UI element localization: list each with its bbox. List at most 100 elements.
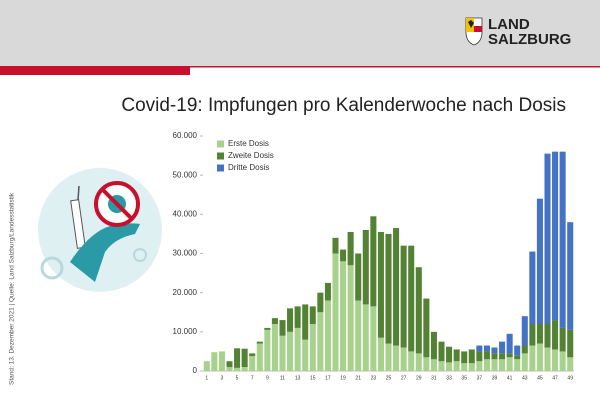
bar-segment [521, 353, 528, 371]
bar-segment [393, 345, 400, 371]
bar-segment [271, 318, 278, 324]
bar-segment [211, 352, 218, 371]
bar-segment [408, 245, 415, 352]
bar-segment [483, 345, 490, 352]
bar-segment [544, 153, 551, 324]
bar-segment [203, 361, 210, 371]
bar-segment [287, 331, 294, 371]
bar-segment [218, 351, 225, 371]
bar-segment [567, 357, 574, 371]
logo-line2: SALZBURG [488, 31, 571, 48]
y-tick-label: 0 [193, 366, 198, 375]
bar-segment [476, 351, 483, 362]
bar-segment [264, 327, 271, 330]
bar-segment [529, 251, 536, 324]
x-tick-label: 27 [401, 375, 407, 381]
bar-segment [529, 324, 536, 346]
x-tick-label: 33 [446, 375, 452, 381]
bar-segment [499, 353, 506, 360]
x-tick-label: 7 [251, 375, 254, 381]
legend-swatch [217, 164, 224, 172]
bar-segment [559, 351, 566, 371]
bar-segment [324, 282, 331, 301]
illustration [38, 168, 162, 292]
bar-segment [362, 304, 369, 371]
bar-segment [430, 331, 437, 360]
red-bar [0, 66, 190, 75]
x-tick-label: 41 [507, 375, 513, 381]
bar-segment [499, 341, 506, 354]
bar-segment [234, 367, 241, 371]
bar-segment [423, 357, 430, 371]
bar-segment [506, 333, 513, 354]
bar-segment [491, 347, 498, 354]
bar-segment [544, 347, 551, 371]
x-tick-label: 19 [340, 375, 346, 381]
legend-label: Erste Dosis [228, 139, 269, 148]
legend-label: Dritte Dosis [228, 163, 269, 172]
bar-segment [226, 367, 233, 371]
bar-segment [521, 345, 528, 354]
x-tick-label: 47 [552, 375, 558, 381]
x-tick-label: 3 [221, 375, 224, 381]
y-tick-label: 10.000 [173, 327, 198, 336]
bar-segment [446, 346, 453, 363]
bar-segment [483, 359, 490, 371]
bar-segment [347, 231, 354, 266]
bar-segment [234, 348, 241, 368]
bar-segment [430, 359, 437, 371]
bar-segment [393, 228, 400, 346]
red-line [190, 66, 600, 68]
logo-crest [465, 17, 483, 46]
legend-label: Zweite Dosis [228, 151, 274, 160]
bar-segment [249, 356, 256, 371]
x-tick-label: 17 [325, 375, 331, 381]
bar-segment [514, 355, 521, 360]
bar-segment [552, 151, 559, 321]
bar-segment [317, 292, 324, 313]
bar-segment [249, 353, 256, 357]
bar-segment [514, 359, 521, 371]
bar-segment [468, 349, 475, 364]
chart-title: Covid-19: Impfungen pro Kalenderwoche na… [121, 95, 566, 116]
x-tick-label: 31 [431, 375, 437, 381]
bar-segment [415, 353, 422, 371]
bar-segment [226, 361, 233, 368]
legend-swatch [217, 152, 224, 160]
bar-segment [408, 351, 415, 371]
y-tick-label: 30.000 [173, 249, 198, 258]
bar-segment [294, 327, 301, 371]
bar-segment [241, 348, 248, 368]
legend-swatch [217, 140, 224, 148]
bar-segment [514, 345, 521, 356]
bar-segment [370, 306, 377, 371]
bar-segment [264, 329, 271, 371]
bar-segment [241, 367, 248, 371]
bar-segment [355, 300, 362, 371]
bar-segment [377, 231, 384, 338]
x-tick-label: 25 [386, 375, 392, 381]
bar-segment [468, 363, 475, 371]
bar-segment [400, 245, 407, 348]
bar-segment [309, 306, 316, 324]
bar-segment [309, 324, 316, 371]
bar-segment [544, 324, 551, 348]
bar-segment [461, 351, 468, 364]
bar-segment [536, 324, 543, 344]
bar-segment [453, 361, 460, 371]
bar-segment [446, 362, 453, 371]
bar-segment [287, 308, 294, 332]
bar-segment [362, 230, 369, 305]
bar-segment [536, 198, 543, 324]
bar-segment [271, 324, 278, 371]
bar-segment [559, 151, 566, 328]
bar-segment [385, 343, 392, 371]
x-tick-label: 5 [236, 375, 239, 381]
y-tick-label: 20.000 [173, 288, 198, 297]
bar-segment [476, 361, 483, 371]
source-note: Stand: 13. Dezember 2021 | Quelle: Land … [9, 192, 16, 385]
logo-line1: LAND [488, 16, 530, 33]
bar-segment [355, 253, 362, 301]
